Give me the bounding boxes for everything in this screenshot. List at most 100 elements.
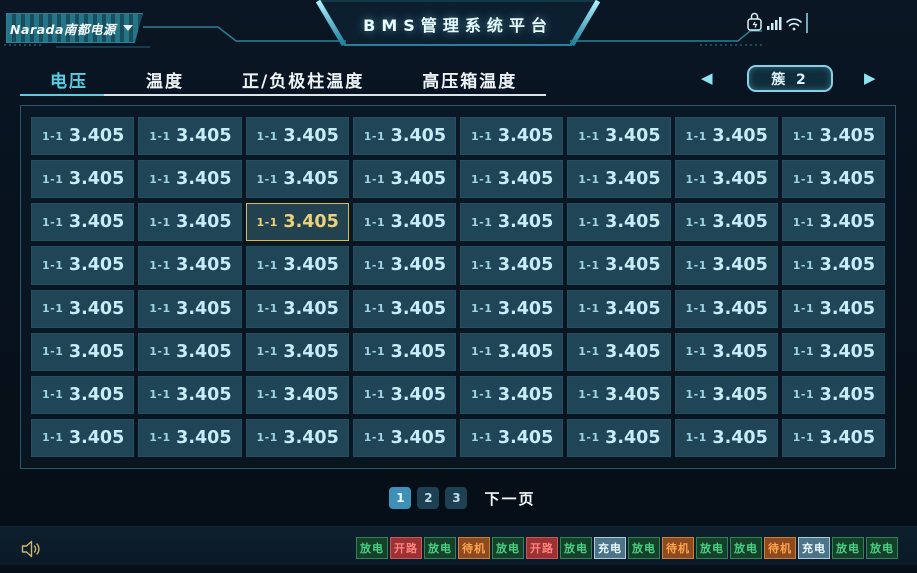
cell-1-6[interactable]: 1-1 3.405: [567, 117, 671, 156]
cell-3-1[interactable]: 1-1 3.405: [31, 203, 135, 242]
status-badge-7-discharge[interactable]: 放电: [560, 537, 592, 559]
cell-8-6[interactable]: 1-1 3.405: [567, 418, 671, 457]
cell-4-6[interactable]: 1-1 3.405: [567, 246, 671, 285]
cell-label: 1-1: [363, 302, 386, 316]
cell-4-5[interactable]: 1-1 3.405: [460, 246, 564, 285]
status-badge-9-discharge[interactable]: 放电: [628, 537, 660, 559]
cell-6-8[interactable]: 1-1 3.405: [781, 332, 885, 371]
status-badge-13-standby[interactable]: 待机: [764, 537, 796, 559]
cell-8-2[interactable]: 1-1 3.405: [138, 418, 242, 457]
cluster-button[interactable]: 簇 2: [747, 65, 833, 92]
prev-cluster-arrow[interactable]: ◀: [701, 69, 713, 87]
status-badge-15-discharge[interactable]: 放电: [832, 537, 864, 559]
cell-7-8[interactable]: 1-1 3.405: [781, 375, 885, 414]
cell-6-7[interactable]: 1-1 3.405: [674, 332, 778, 371]
cell-2-3[interactable]: 1-1 3.405: [245, 160, 349, 199]
page-button-2[interactable]: 2: [417, 487, 440, 509]
cell-7-2[interactable]: 1-1 3.405: [138, 375, 242, 414]
cell-7-6[interactable]: 1-1 3.405: [567, 375, 671, 414]
cell-5-8[interactable]: 1-1 3.405: [781, 289, 885, 328]
cell-4-7[interactable]: 1-1 3.405: [674, 246, 778, 285]
cell-2-6[interactable]: 1-1 3.405: [567, 160, 671, 199]
cell-3-3[interactable]: 1-1 3.405: [245, 203, 349, 242]
cell-value: 3.405: [712, 384, 768, 405]
cell-5-5[interactable]: 1-1 3.405: [460, 289, 564, 328]
next-cluster-arrow[interactable]: ▶: [864, 69, 876, 87]
cell-4-1[interactable]: 1-1 3.405: [31, 246, 135, 285]
status-badge-10-standby[interactable]: 待机: [662, 537, 694, 559]
cell-1-2[interactable]: 1-1 3.405: [138, 117, 242, 156]
status-badge-1-discharge[interactable]: 放电: [356, 537, 388, 559]
status-badge-11-discharge[interactable]: 放电: [696, 537, 728, 559]
status-badge-4-standby[interactable]: 待机: [458, 537, 490, 559]
cell-4-3[interactable]: 1-1 3.405: [245, 246, 349, 285]
cell-7-1[interactable]: 1-1 3.405: [31, 375, 135, 414]
cell-2-8[interactable]: 1-1 3.405: [781, 160, 885, 199]
cell-1-5[interactable]: 1-1 3.405: [460, 117, 564, 156]
cell-3-5[interactable]: 1-1 3.405: [460, 203, 564, 242]
page-button-3[interactable]: 3: [445, 487, 468, 509]
cell-label: 1-1: [471, 388, 493, 402]
cell-8-5[interactable]: 1-1 3.405: [460, 418, 564, 457]
cell-1-4[interactable]: 1-1 3.405: [352, 117, 456, 156]
cell-7-7[interactable]: 1-1 3.405: [674, 375, 778, 414]
cell-8-7[interactable]: 1-1 3.405: [674, 418, 778, 457]
cell-5-6[interactable]: 1-1 3.405: [567, 289, 671, 328]
cell-1-1[interactable]: 1-1 3.405: [31, 117, 135, 156]
cell-2-4[interactable]: 1-1 3.405: [352, 160, 456, 199]
status-badge-8-charge[interactable]: 充电: [594, 537, 626, 559]
cell-6-6[interactable]: 1-1 3.405: [567, 332, 671, 371]
cell-value: 3.405: [712, 126, 768, 147]
cell-1-3[interactable]: 1-1 3.405: [245, 117, 349, 156]
cell-5-1[interactable]: 1-1 3.405: [31, 289, 135, 328]
cell-8-4[interactable]: 1-1 3.405: [352, 418, 456, 457]
cell-value: 3.405: [605, 212, 661, 233]
cell-value: 3.405: [283, 255, 339, 276]
cell-7-3[interactable]: 1-1 3.405: [245, 375, 349, 414]
cell-6-3[interactable]: 1-1 3.405: [245, 332, 349, 371]
cell-5-7[interactable]: 1-1 3.405: [674, 289, 778, 328]
cell-5-3[interactable]: 1-1 3.405: [245, 289, 349, 328]
cell-6-1[interactable]: 1-1 3.405: [31, 332, 135, 371]
status-badge-3-discharge[interactable]: 放电: [424, 537, 456, 559]
cell-4-8[interactable]: 1-1 3.405: [781, 246, 885, 285]
status-badge-2-open[interactable]: 开路: [390, 537, 422, 559]
cell-2-1[interactable]: 1-1 3.405: [31, 160, 135, 199]
cell-5-2[interactable]: 1-1 3.405: [138, 289, 242, 328]
status-badge-12-discharge[interactable]: 放电: [730, 537, 762, 559]
cell-3-8[interactable]: 1-1 3.405: [781, 203, 885, 242]
tab-temperature[interactable]: 温度: [146, 72, 184, 92]
tab-hv-box-temperature[interactable]: 高压箱温度: [422, 72, 518, 92]
cell-2-2[interactable]: 1-1 3.405: [138, 160, 242, 199]
cell-3-7[interactable]: 1-1 3.405: [674, 203, 778, 242]
status-badge-5-discharge[interactable]: 放电: [492, 537, 524, 559]
status-badge-6-open[interactable]: 开路: [526, 537, 558, 559]
cell-3-2[interactable]: 1-1 3.405: [138, 203, 242, 242]
logo-dropdown[interactable]: Narada南都电源: [6, 13, 143, 43]
cell-2-5[interactable]: 1-1 3.405: [460, 160, 564, 199]
cell-6-5[interactable]: 1-1 3.405: [460, 332, 564, 371]
cell-5-4[interactable]: 1-1 3.405: [352, 289, 456, 328]
cell-2-7[interactable]: 1-1 3.405: [674, 160, 778, 199]
cell-6-4[interactable]: 1-1 3.405: [352, 332, 456, 371]
cell-7-4[interactable]: 1-1 3.405: [352, 375, 456, 414]
speaker-icon[interactable]: [21, 540, 43, 558]
cell-4-4[interactable]: 1-1 3.405: [352, 246, 456, 285]
cell-8-3[interactable]: 1-1 3.405: [245, 418, 349, 457]
cell-8-1[interactable]: 1-1 3.405: [31, 418, 135, 457]
tab-voltage[interactable]: 电压: [20, 62, 104, 96]
cell-1-7[interactable]: 1-1 3.405: [674, 117, 778, 156]
tab-pole-temperature[interactable]: 正/负极柱温度: [242, 72, 365, 92]
cell-4-2[interactable]: 1-1 3.405: [138, 246, 242, 285]
status-badge-14-charge[interactable]: 充电: [798, 537, 830, 559]
cell-3-4[interactable]: 1-1 3.405: [352, 203, 456, 242]
cell-8-8[interactable]: 1-1 3.405: [781, 418, 885, 457]
next-page-button[interactable]: 下一页: [484, 489, 536, 508]
cell-7-5[interactable]: 1-1 3.405: [460, 375, 564, 414]
cell-6-2[interactable]: 1-1 3.405: [138, 332, 242, 371]
cell-3-6[interactable]: 1-1 3.405: [567, 203, 671, 242]
cell-1-8[interactable]: 1-1 3.405: [781, 117, 885, 156]
page-button-1[interactable]: 1: [389, 487, 412, 509]
status-badge-16-discharge[interactable]: 放电: [866, 537, 898, 559]
